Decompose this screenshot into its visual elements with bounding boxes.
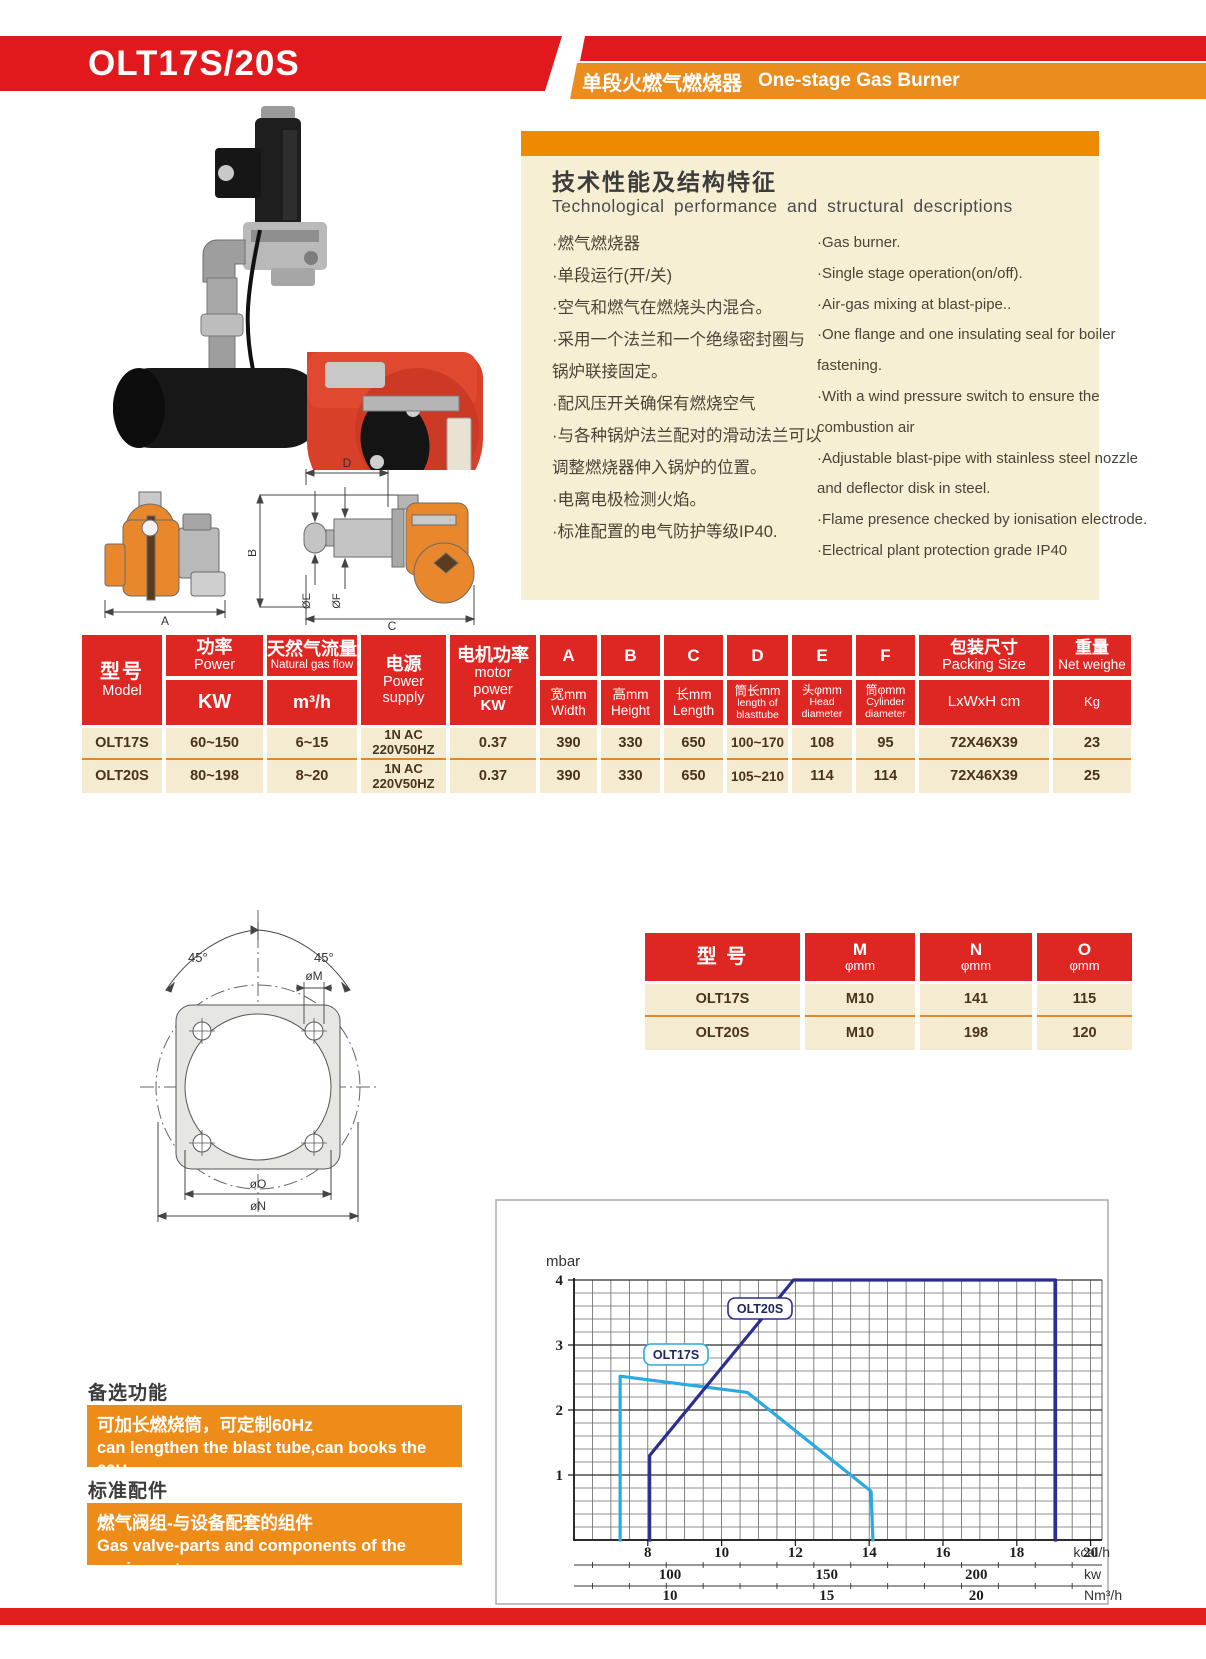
col-model2: 型 号 bbox=[645, 933, 800, 981]
tech-bullets: ·燃气燃烧器 ·单段运行(开/关) ·空气和燃气在燃烧头内混合。 ·采用一个法兰… bbox=[552, 228, 1148, 567]
tech-section-panel bbox=[521, 156, 1099, 600]
col-model: 型号 Model bbox=[82, 635, 162, 725]
spec-table: 型号 Model 功率 Power KW 天然气流量 Natural gas f… bbox=[82, 635, 1131, 793]
tech-bullets-zh: ·燃气燃烧器 ·单段运行(开/关) ·空气和燃气在燃烧头内混合。 ·采用一个法兰… bbox=[552, 235, 822, 541]
dim-c-label: C bbox=[388, 619, 397, 630]
svg-text:10: 10 bbox=[714, 1545, 729, 1561]
svg-text:14: 14 bbox=[862, 1545, 878, 1561]
subtitle-zh: 单段火燃气燃烧器 bbox=[582, 72, 742, 95]
svg-text:18: 18 bbox=[1009, 1545, 1024, 1561]
svg-text:20: 20 bbox=[969, 1588, 984, 1604]
col-packing: 包装尺寸 Packing Size bbox=[919, 635, 1049, 676]
table-row: OLT17S bbox=[82, 728, 162, 760]
header-red-band: OLT17S/20S bbox=[0, 36, 562, 91]
svg-text:15: 15 bbox=[819, 1588, 834, 1604]
svg-text:3: 3 bbox=[556, 1338, 564, 1354]
header-red-strip bbox=[580, 36, 1206, 61]
flange-o-label: øO bbox=[250, 1177, 267, 1191]
table-row: OLT20S bbox=[645, 1017, 800, 1050]
svg-text:10: 10 bbox=[662, 1588, 677, 1604]
svg-text:200: 200 bbox=[965, 1567, 988, 1583]
header-orange-band: 单段火燃气燃烧器 One-stage Gas Burner bbox=[570, 63, 1206, 99]
chart-kw-unit: kw bbox=[1084, 1566, 1102, 1582]
svg-text:16: 16 bbox=[936, 1545, 952, 1561]
svg-text:100: 100 bbox=[659, 1567, 682, 1583]
svg-text:1: 1 bbox=[556, 1468, 564, 1484]
col-o: O φmm bbox=[1037, 933, 1132, 981]
col-power-supply: 电源 Power supply bbox=[361, 635, 446, 725]
standard-title: 标准配件 bbox=[88, 1481, 169, 1502]
svg-text:20: 20 bbox=[1083, 1545, 1098, 1561]
series-label-olt17s: OLT17S bbox=[643, 1343, 709, 1366]
col-weight: 重量 Net weighe bbox=[1053, 635, 1131, 676]
tech-section-topbar bbox=[521, 131, 1099, 156]
chart-x-unit: kcal/h bbox=[1073, 1544, 1110, 1560]
flange-drawing: 45° 45° øM øO øN bbox=[140, 910, 380, 1222]
svg-text:4: 4 bbox=[556, 1273, 564, 1289]
tech-bullets-en: ·Gas burner. ·Single stage operation(on/… bbox=[817, 234, 1148, 559]
svg-text:2: 2 bbox=[556, 1403, 564, 1419]
col-c: C bbox=[664, 635, 723, 676]
series-label-olt20s: OLT20S bbox=[727, 1297, 793, 1320]
dim-e-label: ØE bbox=[301, 593, 313, 609]
tech-title-en: Technological performance and structural… bbox=[552, 196, 1013, 216]
col-gas-flow: 天然气流量 Natural gas flow bbox=[267, 635, 357, 676]
col-n: N φmm bbox=[920, 933, 1032, 981]
optional-box: 可加长燃烧筒，可定制60Hz can lengthen the blast tu… bbox=[87, 1405, 462, 1480]
tech-title-zh: 技术性能及结构特征 bbox=[552, 169, 777, 195]
chart-ylabel: mbar bbox=[546, 1253, 580, 1270]
svg-text:8: 8 bbox=[644, 1545, 652, 1561]
front-view-drawing: A bbox=[103, 491, 227, 627]
svg-text:OLT17S: OLT17S bbox=[653, 1348, 699, 1362]
svg-text:OLT20S: OLT20S bbox=[737, 1302, 783, 1316]
product-photo bbox=[113, 106, 483, 470]
col-motor-power: 电机功率 motor power KW bbox=[450, 635, 536, 725]
flange-m-label: øM bbox=[305, 969, 322, 983]
dimension-table: 型 号 M φmm N φmm O φmm OLT17S M10 141 115… bbox=[645, 933, 1132, 1050]
flange-n-label: øN bbox=[250, 1199, 266, 1213]
col-b: B bbox=[601, 635, 660, 676]
dim-a-label: A bbox=[161, 614, 169, 627]
col-a: A bbox=[540, 635, 597, 676]
page-title: OLT17S/20S bbox=[88, 43, 300, 83]
svg-text:12: 12 bbox=[788, 1545, 803, 1561]
flange-angle-right: 45° bbox=[314, 950, 334, 965]
optional-title: 备选功能 bbox=[88, 1383, 169, 1404]
footer-bar bbox=[0, 1608, 1206, 1625]
flange-angle-left: 45° bbox=[188, 950, 208, 965]
subtitle-en: One-stage Gas Burner bbox=[758, 70, 960, 91]
col-power: 功率 Power bbox=[166, 635, 263, 676]
dim-b-label: B bbox=[248, 549, 259, 557]
table-row: OLT17S bbox=[645, 984, 800, 1017]
svg-text:150: 150 bbox=[816, 1567, 839, 1583]
col-e: E bbox=[792, 635, 852, 676]
dim-f-label: ØF bbox=[331, 593, 343, 609]
table-row: OLT20S bbox=[82, 760, 162, 793]
side-view-drawing: D B ØE ØF bbox=[248, 456, 476, 630]
standard-box: 燃气阀组-与设备配套的组件 Gas valve-parts and compon… bbox=[87, 1503, 462, 1578]
col-m: M φmm bbox=[805, 933, 915, 981]
col-d: D bbox=[727, 635, 788, 676]
chart-nm3-unit: Nm³/h bbox=[1084, 1587, 1122, 1603]
col-f: F bbox=[856, 635, 915, 676]
dim-d-label: D bbox=[343, 456, 352, 470]
